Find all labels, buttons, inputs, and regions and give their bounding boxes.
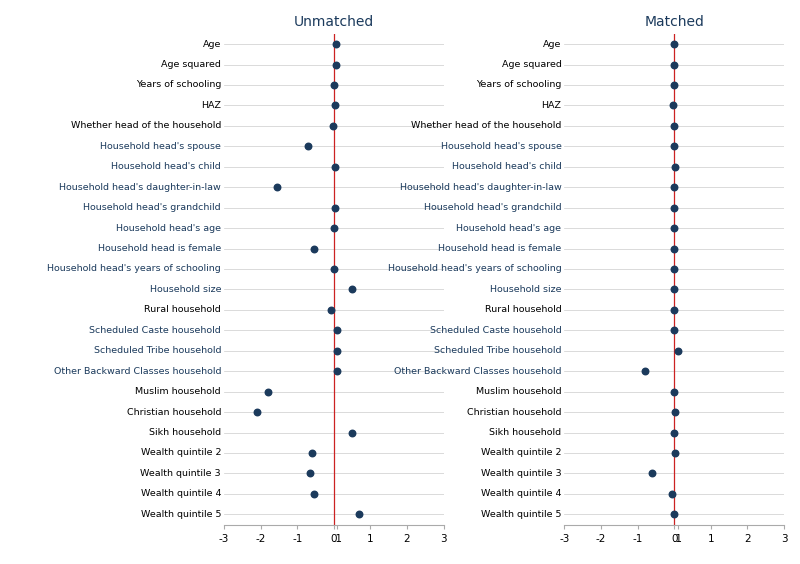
Point bbox=[250, 408, 263, 417]
Text: Scheduled Caste household: Scheduled Caste household bbox=[90, 326, 221, 335]
Text: Age squared: Age squared bbox=[502, 60, 562, 69]
Point bbox=[669, 448, 682, 457]
Text: Sikh household: Sikh household bbox=[149, 428, 221, 437]
Point bbox=[327, 223, 340, 232]
Point bbox=[329, 203, 342, 212]
Text: Household head's daughter-in-law: Household head's daughter-in-law bbox=[400, 183, 562, 192]
Point bbox=[346, 428, 358, 437]
Text: Wealth quintile 2: Wealth quintile 2 bbox=[141, 448, 221, 457]
Point bbox=[330, 346, 343, 355]
Text: Household head's grandchild: Household head's grandchild bbox=[83, 203, 221, 212]
Text: Wealth quintile 3: Wealth quintile 3 bbox=[481, 469, 562, 478]
Text: Household head's daughter-in-law: Household head's daughter-in-law bbox=[59, 183, 221, 192]
Text: Whether head of the household: Whether head of the household bbox=[70, 121, 221, 130]
Point bbox=[325, 305, 338, 314]
Point bbox=[668, 223, 681, 232]
Text: Wealth quintile 3: Wealth quintile 3 bbox=[141, 469, 221, 478]
Point bbox=[304, 469, 317, 478]
Text: Wealth quintile 5: Wealth quintile 5 bbox=[141, 510, 221, 519]
Text: Household head's years of schooling: Household head's years of schooling bbox=[47, 265, 221, 274]
Text: Household head's grandchild: Household head's grandchild bbox=[424, 203, 562, 212]
Text: Household head's child: Household head's child bbox=[452, 162, 562, 171]
Text: Household head is female: Household head is female bbox=[98, 244, 221, 253]
Text: Years of schooling: Years of schooling bbox=[476, 81, 562, 90]
Point bbox=[668, 305, 681, 314]
Text: Age squared: Age squared bbox=[161, 60, 221, 69]
Point bbox=[668, 121, 681, 130]
Text: Years of schooling: Years of schooling bbox=[136, 81, 221, 90]
Point bbox=[330, 39, 342, 49]
Point bbox=[306, 448, 318, 457]
Point bbox=[666, 490, 678, 499]
Point bbox=[327, 265, 340, 274]
Text: Wealth quintile 4: Wealth quintile 4 bbox=[481, 490, 562, 499]
Point bbox=[327, 81, 340, 90]
Point bbox=[330, 367, 343, 376]
Text: Household head's age: Household head's age bbox=[116, 223, 221, 232]
Point bbox=[646, 469, 658, 478]
Text: Muslim household: Muslim household bbox=[135, 387, 221, 396]
Point bbox=[668, 285, 681, 294]
Point bbox=[668, 244, 681, 253]
Point bbox=[669, 408, 682, 417]
Point bbox=[668, 39, 681, 49]
Text: Muslim household: Muslim household bbox=[476, 387, 562, 396]
Text: Household head's spouse: Household head's spouse bbox=[441, 142, 562, 151]
Point bbox=[262, 387, 274, 396]
Point bbox=[668, 142, 681, 151]
Text: Household head's age: Household head's age bbox=[457, 223, 562, 232]
Text: Rural household: Rural household bbox=[144, 305, 221, 314]
Point bbox=[331, 326, 344, 335]
Point bbox=[669, 162, 682, 171]
Point bbox=[668, 60, 681, 69]
Point bbox=[330, 60, 342, 69]
Point bbox=[668, 326, 681, 335]
Title: Unmatched: Unmatched bbox=[294, 15, 374, 29]
Text: Household head is female: Household head is female bbox=[438, 244, 562, 253]
Point bbox=[668, 387, 681, 396]
Point bbox=[326, 121, 339, 130]
Point bbox=[668, 265, 681, 274]
Point bbox=[638, 367, 651, 376]
Text: Household size: Household size bbox=[150, 285, 221, 294]
Point bbox=[307, 490, 320, 499]
Text: Household size: Household size bbox=[490, 285, 562, 294]
Text: Wealth quintile 2: Wealth quintile 2 bbox=[481, 448, 562, 457]
Point bbox=[667, 101, 680, 110]
Text: Scheduled Caste household: Scheduled Caste household bbox=[430, 326, 562, 335]
Text: Rural household: Rural household bbox=[485, 305, 562, 314]
Text: Age: Age bbox=[543, 39, 562, 49]
Text: Household head's spouse: Household head's spouse bbox=[100, 142, 221, 151]
Text: Christian household: Christian household bbox=[126, 408, 221, 417]
Text: Whether head of the household: Whether head of the household bbox=[411, 121, 562, 130]
Text: Scheduled Tribe household: Scheduled Tribe household bbox=[434, 346, 562, 355]
Point bbox=[329, 101, 342, 110]
Point bbox=[353, 510, 366, 519]
Text: Household head's child: Household head's child bbox=[111, 162, 221, 171]
Text: Wealth quintile 5: Wealth quintile 5 bbox=[481, 510, 562, 519]
Point bbox=[668, 428, 681, 437]
Point bbox=[668, 510, 681, 519]
Title: Matched: Matched bbox=[644, 15, 704, 29]
Point bbox=[270, 183, 283, 192]
Point bbox=[668, 203, 681, 212]
Point bbox=[329, 162, 342, 171]
Text: Sikh household: Sikh household bbox=[490, 428, 562, 437]
Point bbox=[668, 81, 681, 90]
Point bbox=[668, 183, 681, 192]
Point bbox=[346, 285, 358, 294]
Text: Age: Age bbox=[202, 39, 221, 49]
Text: HAZ: HAZ bbox=[201, 101, 221, 110]
Point bbox=[302, 142, 314, 151]
Text: Wealth quintile 4: Wealth quintile 4 bbox=[141, 490, 221, 499]
Text: Other Backward Classes household: Other Backward Classes household bbox=[54, 367, 221, 376]
Text: HAZ: HAZ bbox=[542, 101, 562, 110]
Text: Other Backward Classes household: Other Backward Classes household bbox=[394, 367, 562, 376]
Text: Household head's years of schooling: Household head's years of schooling bbox=[388, 265, 562, 274]
Point bbox=[671, 346, 684, 355]
Text: Scheduled Tribe household: Scheduled Tribe household bbox=[94, 346, 221, 355]
Point bbox=[307, 244, 320, 253]
Text: Christian household: Christian household bbox=[467, 408, 562, 417]
